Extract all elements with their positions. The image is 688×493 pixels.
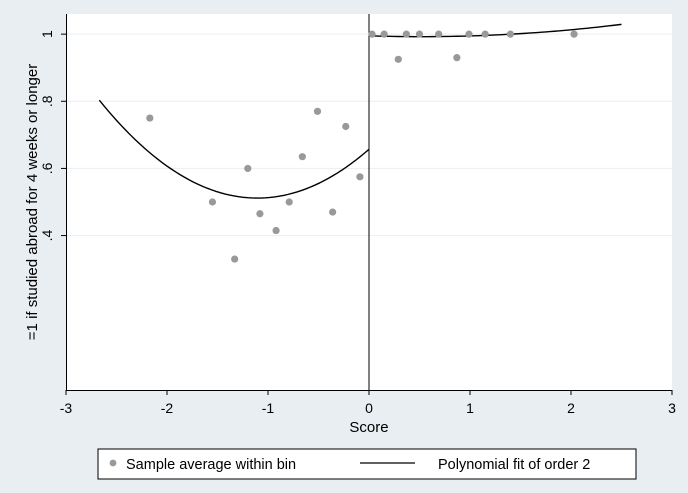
fit-lines bbox=[98, 23, 622, 199]
fit-line bbox=[368, 23, 622, 38]
legend: Sample average within bin Polynomial fit… bbox=[97, 448, 637, 480]
scatter-point bbox=[285, 198, 293, 206]
fit-line bbox=[98, 99, 370, 199]
legend-scatter-marker bbox=[109, 459, 117, 467]
legend-scatter-label: Sample average within bin bbox=[126, 457, 296, 473]
x-tick-label: -1 bbox=[262, 400, 275, 416]
y-ticks: .4 .6 .8 1 bbox=[39, 30, 66, 241]
scatter-point bbox=[298, 153, 306, 161]
scatter-point bbox=[146, 114, 154, 122]
y-tick-label: 1 bbox=[39, 30, 55, 38]
x-tick-label: 0 bbox=[365, 400, 373, 416]
scatter-point bbox=[394, 55, 402, 63]
x-tick-label: 3 bbox=[668, 400, 676, 416]
y-tick-label: .4 bbox=[39, 230, 55, 242]
x-tick-label: 1 bbox=[466, 400, 474, 416]
x-tick-label: -3 bbox=[60, 400, 73, 416]
scatter-point bbox=[435, 30, 443, 38]
y-axis-title: =1 if studied abroad for 4 weeks or long… bbox=[24, 64, 41, 340]
scatter-point bbox=[380, 30, 388, 38]
scatter-point bbox=[481, 30, 489, 38]
x-tick-label: -2 bbox=[161, 400, 174, 416]
scatter-points bbox=[146, 30, 578, 263]
scatter-point bbox=[570, 30, 578, 38]
legend-box bbox=[97, 448, 637, 480]
y-tick-label: .6 bbox=[39, 162, 55, 174]
x-ticks: -3 -2 -1 0 1 2 3 bbox=[60, 390, 676, 416]
scatter-point bbox=[272, 226, 280, 235]
scatter-point bbox=[415, 30, 424, 38]
scatter-point bbox=[368, 30, 376, 38]
scatter-point bbox=[208, 198, 217, 206]
x-axis-title: Score bbox=[349, 419, 388, 436]
scatter-point bbox=[465, 30, 473, 38]
scatter-point bbox=[244, 164, 252, 173]
scatter-point bbox=[342, 122, 350, 131]
x-tick-label: 2 bbox=[567, 400, 575, 416]
scatter-point bbox=[231, 255, 239, 263]
scatter-point bbox=[329, 208, 337, 216]
scatter-point bbox=[356, 173, 364, 181]
legend-fit-label: Polynomial fit of order 2 bbox=[438, 457, 590, 473]
y-tick-label: .8 bbox=[39, 95, 55, 107]
scatter-point bbox=[313, 107, 322, 115]
scatter-point bbox=[506, 30, 514, 38]
scatter-point bbox=[256, 210, 264, 218]
scatter-point bbox=[402, 30, 410, 38]
scatter-point bbox=[453, 54, 461, 62]
